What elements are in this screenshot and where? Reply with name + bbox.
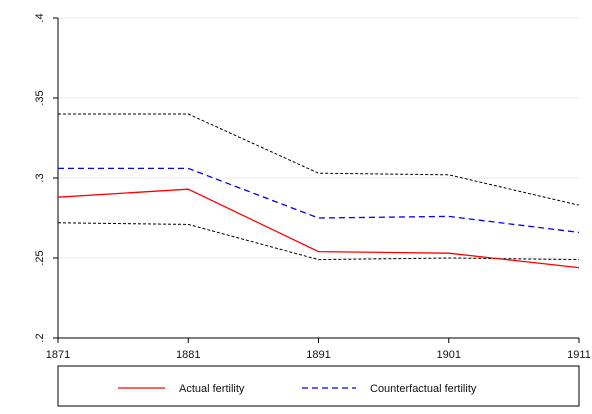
x-tick-label: 1891: [306, 349, 330, 361]
legend-box: [57, 365, 580, 407]
x-tick-label: 1901: [437, 349, 461, 361]
y-tick-label: .25: [34, 250, 46, 265]
counterfactual-fertility-line: [58, 167, 580, 234]
y-tick-label: .4: [34, 13, 46, 22]
axes: .2 .25 .3 .35 .4 1871 1881 1891 1901 1911: [34, 13, 591, 361]
x-tick-label: 1911: [567, 349, 591, 361]
x-tick-label: 1871: [46, 349, 70, 361]
legend: Actual fertility Counterfactual fertility: [57, 365, 580, 407]
lower-ci-line: [57, 222, 580, 261]
upper-ci-line: [58, 113, 580, 206]
legend-actual-label: Actual fertility: [179, 383, 245, 395]
y-tick-label: .3: [34, 173, 46, 182]
series-lines: [57, 113, 580, 269]
y-tick-label: .2: [34, 333, 46, 342]
x-tick-label: 1881: [176, 349, 200, 361]
y-tick-label: .35: [34, 90, 46, 105]
actual-fertility-line: [57, 188, 580, 269]
legend-counterfactual-label: Counterfactual fertility: [370, 383, 477, 395]
